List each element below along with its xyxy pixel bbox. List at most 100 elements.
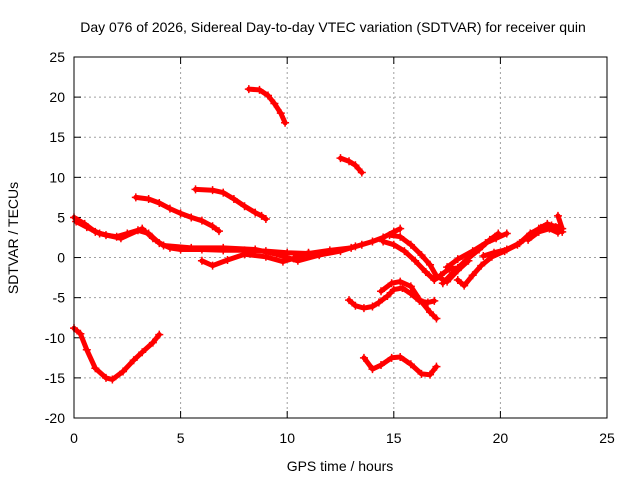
series-arc-7 bbox=[244, 85, 290, 127]
data-point-marker bbox=[138, 224, 147, 233]
data-point-marker bbox=[383, 292, 392, 301]
data-point-marker bbox=[545, 224, 554, 233]
data-point-marker bbox=[351, 242, 360, 251]
data-point-marker bbox=[108, 375, 117, 384]
data-point-marker bbox=[155, 199, 164, 208]
data-point-marker bbox=[385, 231, 394, 240]
series-trace bbox=[338, 155, 365, 175]
data-point-marker bbox=[129, 356, 138, 365]
data-point-marker bbox=[387, 279, 396, 288]
data-point-marker bbox=[534, 227, 543, 236]
y-tick-label: 15 bbox=[49, 129, 65, 145]
data-point-marker bbox=[165, 204, 174, 213]
data-point-marker bbox=[148, 338, 157, 347]
data-point-marker bbox=[453, 255, 462, 264]
series-arc-15 bbox=[443, 229, 511, 272]
data-point-marker bbox=[197, 216, 206, 225]
data-point-marker bbox=[357, 168, 366, 177]
data-point-marker bbox=[502, 245, 511, 254]
data-point-marker bbox=[411, 256, 420, 265]
y-tick-label: -20 bbox=[45, 410, 65, 426]
data-point-marker bbox=[219, 188, 228, 197]
data-point-marker bbox=[315, 251, 324, 260]
data-point-marker bbox=[426, 308, 435, 317]
x-axis-title: GPS time / hours bbox=[287, 458, 394, 474]
series-arc-5 bbox=[131, 193, 223, 236]
series-trace bbox=[444, 231, 510, 270]
data-point-marker bbox=[270, 99, 279, 108]
data-point-marker bbox=[453, 276, 462, 285]
data-point-marker bbox=[396, 353, 405, 362]
data-point-marker bbox=[417, 369, 426, 378]
data-point-marker bbox=[515, 239, 524, 248]
data-point-marker bbox=[119, 367, 128, 376]
data-point-marker bbox=[148, 234, 157, 243]
data-point-marker bbox=[398, 284, 407, 293]
data-point-marker bbox=[76, 329, 85, 338]
y-axis-title: SDTVAR / TECUs bbox=[5, 182, 21, 294]
y-tick-label: 10 bbox=[49, 169, 65, 185]
data-point-marker bbox=[481, 239, 490, 248]
data-point-marker bbox=[72, 217, 81, 226]
data-point-marker bbox=[396, 232, 405, 241]
data-point-marker bbox=[359, 304, 368, 313]
y-tick-label: -5 bbox=[53, 290, 66, 306]
data-point-marker bbox=[400, 247, 409, 256]
data-point-marker bbox=[490, 248, 499, 257]
y-tick-label: 5 bbox=[57, 209, 65, 225]
data-point-marker bbox=[289, 254, 298, 263]
series-arc-8 bbox=[336, 154, 366, 177]
grid-lines bbox=[74, 57, 607, 418]
data-point-marker bbox=[240, 250, 249, 259]
data-point-marker bbox=[396, 277, 405, 286]
data-point-marker bbox=[255, 85, 264, 94]
data-point-marker bbox=[415, 295, 424, 304]
series-arc-11 bbox=[359, 353, 441, 379]
data-point-marker bbox=[101, 373, 110, 382]
data-point-marker bbox=[524, 235, 533, 244]
data-point-marker bbox=[492, 234, 501, 243]
data-point-marker bbox=[389, 240, 398, 249]
data-point-marker bbox=[240, 202, 249, 211]
data-point-marker bbox=[223, 255, 232, 264]
data-point-marker bbox=[261, 252, 270, 261]
data-point-marker bbox=[351, 161, 360, 170]
data-point-marker bbox=[357, 240, 366, 249]
data-point-marker bbox=[396, 224, 405, 233]
data-point-marker bbox=[272, 250, 281, 259]
data-point-marker bbox=[468, 271, 477, 280]
data-point-marker bbox=[368, 365, 377, 374]
data-point-marker bbox=[387, 353, 396, 362]
data-point-marker bbox=[261, 215, 270, 224]
data-point-marker bbox=[477, 261, 486, 270]
data-point-marker bbox=[479, 251, 488, 260]
data-point-marker bbox=[219, 243, 228, 252]
data-point-marker bbox=[257, 211, 266, 220]
data-point-marker bbox=[95, 229, 104, 238]
data-point-marker bbox=[432, 314, 441, 323]
data-point-marker bbox=[91, 364, 100, 373]
y-tick-label: -15 bbox=[45, 370, 65, 386]
y-tick-label: 25 bbox=[49, 49, 65, 65]
data-point-marker bbox=[345, 296, 354, 305]
data-point-marker bbox=[389, 285, 398, 294]
data-point-marker bbox=[406, 282, 415, 291]
data-point-marker bbox=[430, 296, 439, 305]
data-point-marker bbox=[116, 234, 125, 243]
data-point-marker bbox=[208, 222, 217, 231]
x-tick-label: 5 bbox=[177, 430, 185, 446]
data-point-marker bbox=[144, 194, 153, 203]
data-point-marker bbox=[155, 330, 164, 339]
y-tick-label: 20 bbox=[49, 89, 65, 105]
data-point-marker bbox=[278, 257, 287, 266]
data-point-marker bbox=[443, 263, 452, 272]
series-arc-2 bbox=[72, 217, 360, 265]
data-point-marker bbox=[131, 193, 140, 202]
x-tick-label: 10 bbox=[279, 430, 295, 446]
data-point-marker bbox=[251, 245, 260, 254]
x-tick-label: 25 bbox=[599, 430, 615, 446]
data-point-marker bbox=[214, 227, 223, 236]
data-point-marker bbox=[159, 241, 168, 250]
